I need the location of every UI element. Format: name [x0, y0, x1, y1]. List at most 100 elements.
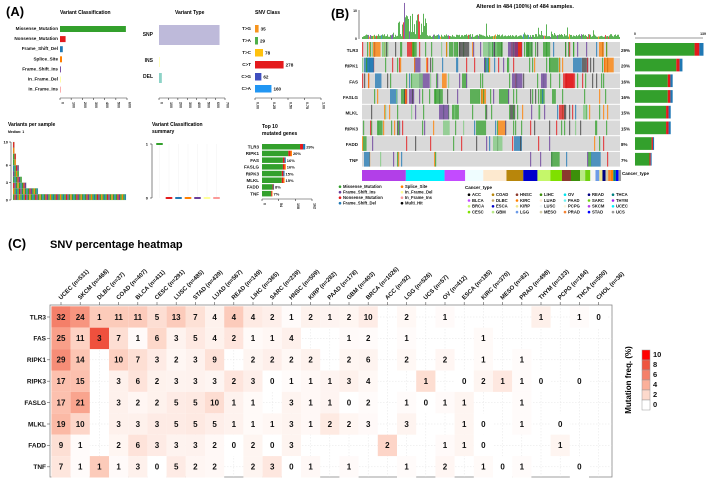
heatmap-cell — [89, 306, 109, 328]
sample-tmb-bar — [450, 36, 451, 39]
sample-tmb-bar — [414, 24, 415, 39]
heatmap-cell-value: 1 — [116, 463, 121, 472]
heatmap-cell — [281, 306, 301, 328]
mutation-cell — [552, 151, 560, 167]
mutation-cell — [580, 120, 582, 136]
sample-tmb-bar — [480, 34, 481, 39]
oncoplot-gene-label: FASLG — [343, 95, 359, 100]
sample-tmb-bar — [362, 36, 363, 39]
variant-stack-segment — [20, 194, 22, 201]
mutation-cell — [415, 136, 417, 151]
sample-tmb-bar — [553, 35, 554, 39]
x-tick-label: 162 — [313, 203, 317, 209]
sample-tmb-bar — [373, 35, 374, 39]
variant-stack-segment — [80, 194, 83, 201]
heatmap-cell-value: 5 — [212, 420, 217, 429]
mutation-cell — [434, 89, 443, 104]
sample-tmb-bar — [541, 30, 542, 39]
sample-tmb-bar — [527, 34, 528, 39]
snv-class-value: 160 — [273, 87, 281, 92]
mutation-cell — [549, 136, 551, 151]
variant-class-bar — [60, 86, 61, 93]
sample-tmb-bar — [586, 36, 587, 39]
variant-stack-segment — [24, 188, 27, 195]
mutation-cell — [496, 42, 498, 57]
legend-marker — [491, 193, 495, 196]
row-label-faslg: FASLG — [24, 400, 46, 407]
heatmap-cell-value: 0 — [347, 398, 352, 407]
heatmap-cell-value: 1 — [404, 398, 409, 407]
variant-stack-segment — [14, 170, 17, 177]
mutation-cell — [516, 89, 518, 104]
heatmap-cell-value: 1 — [404, 334, 409, 343]
sample-tmb-bar — [485, 36, 486, 39]
variant-stack-segment — [20, 176, 22, 183]
mutation-cell — [498, 120, 506, 136]
mutation-cell — [596, 73, 598, 89]
variant-stack-segment — [17, 194, 19, 201]
variant-stack-segment — [48, 194, 50, 201]
gene-bar-nonsense — [288, 150, 291, 157]
x-tick-label: 100 — [169, 102, 173, 108]
heatmap-cell-value: 11 — [134, 313, 143, 322]
mutation-cell — [364, 57, 374, 73]
y-tick-label: 0 — [355, 37, 357, 41]
heatmap-cell — [339, 456, 359, 478]
mutation-cell — [429, 89, 431, 104]
cancer-legend-label: BRCA — [472, 204, 484, 209]
mutation-cell — [370, 120, 372, 136]
sample-tmb-bar — [542, 35, 543, 39]
sample-tmb-bar — [611, 34, 612, 39]
heatmap-cell-value: 3 — [155, 356, 160, 365]
sample-tmb-bar — [404, 2, 405, 39]
heatmap-cell-value: 3 — [193, 356, 198, 365]
heatmap-cell-value: 4 — [212, 334, 217, 343]
x-tick-label: 600 — [128, 102, 132, 108]
heatmap-cell — [397, 413, 417, 435]
mutation-cell — [377, 120, 383, 136]
sample-tmb-bar — [560, 34, 561, 39]
mutation-cell — [563, 73, 574, 89]
mutation-cell — [582, 73, 584, 89]
sample-tmb-bar — [462, 35, 463, 39]
cancer-legend-label: GBM — [496, 209, 506, 214]
sample-tmb-bar — [418, 14, 419, 39]
x-tick-label: 100 — [72, 102, 76, 108]
cancer-type-segment-stad — [615, 170, 619, 181]
mutation-cell — [541, 73, 547, 89]
gene-label: MLKL — [247, 178, 260, 183]
sample-tmb-bar — [528, 34, 529, 39]
mutation-cell — [404, 89, 406, 104]
heatmap-cell-value: 3 — [347, 377, 352, 386]
heatmap-cell-value: 2 — [251, 356, 256, 365]
variant-stack-segment — [17, 165, 19, 172]
sample-tmb-bar — [523, 34, 524, 39]
gene-bar-missense — [262, 170, 282, 177]
heatmap-cell-value: 7 — [59, 463, 64, 472]
mutation-cell — [503, 57, 505, 73]
heatmap-cell — [301, 413, 321, 435]
median-box — [156, 143, 163, 145]
mutation-cell — [425, 42, 427, 57]
sample-tmb-bar — [463, 36, 464, 39]
heatmap-cell-value: 1 — [481, 334, 486, 343]
oncoplot-gene-pct: 7% — [621, 158, 628, 163]
heatmap-cell-value: 11 — [114, 313, 123, 322]
sample-tmb-bar — [419, 21, 420, 39]
heatmap-cell — [147, 456, 167, 478]
variant-stack-segment — [33, 188, 36, 195]
variant-stack-segment — [76, 194, 78, 201]
sample-tmb-bar — [401, 36, 402, 39]
sample-tmb-bar — [468, 34, 469, 39]
mutation-cell — [564, 120, 566, 136]
sample-tmb-bar — [424, 25, 425, 39]
cancer-type-segment-ov — [465, 170, 484, 181]
mutation-cell — [400, 57, 402, 73]
heatmap-cell-value: 2 — [366, 334, 371, 343]
variant-stack-segment — [99, 194, 102, 201]
mutation-cell — [498, 57, 500, 73]
sample-tmb-bar — [582, 34, 583, 39]
heatmap-cell — [70, 327, 90, 350]
heatmap-cell-value: 1 — [251, 334, 256, 343]
heatmap-cell — [147, 306, 167, 328]
